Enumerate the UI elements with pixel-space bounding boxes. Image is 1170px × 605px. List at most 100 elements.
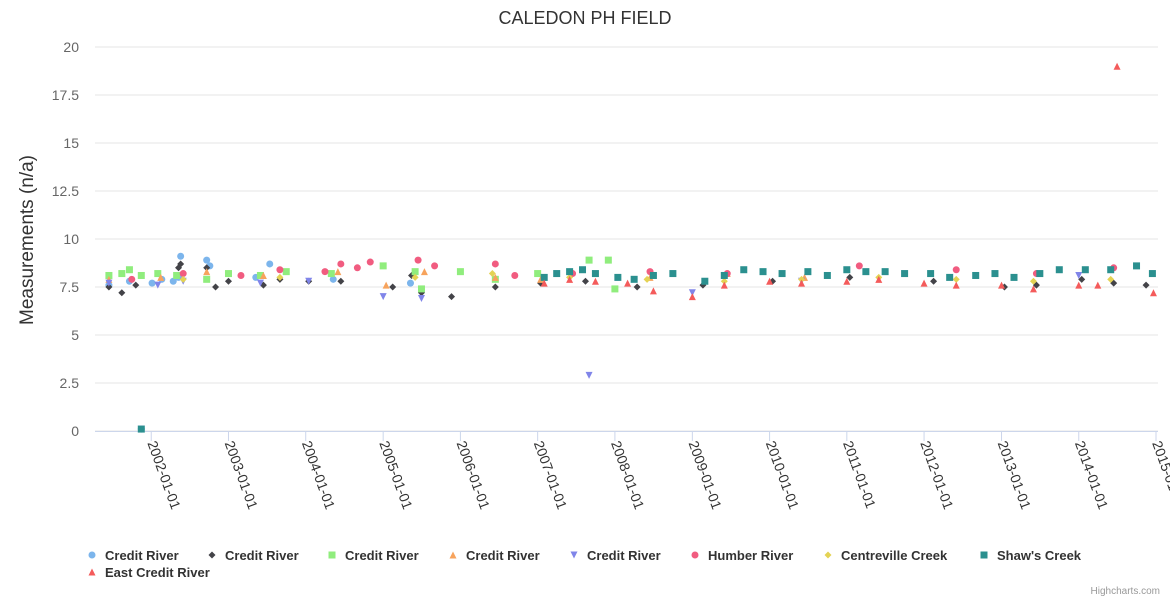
- data-point[interactable]: [720, 271, 728, 279]
- data-point[interactable]: [946, 273, 954, 281]
- data-point[interactable]: [927, 270, 935, 278]
- data-point[interactable]: [224, 277, 232, 285]
- data-point[interactable]: [1113, 62, 1121, 70]
- data-point[interactable]: [1149, 289, 1157, 297]
- data-point[interactable]: [720, 277, 728, 285]
- data-point[interactable]: [1010, 273, 1018, 281]
- data-point[interactable]: [633, 283, 641, 291]
- data-point[interactable]: [148, 279, 156, 287]
- data-point[interactable]: [1148, 270, 1156, 278]
- data-point[interactable]: [256, 279, 264, 287]
- data-point[interactable]: [766, 277, 774, 285]
- data-point[interactable]: [105, 279, 113, 287]
- data-point[interactable]: [881, 268, 889, 276]
- data-point[interactable]: [579, 266, 587, 274]
- data-point[interactable]: [389, 283, 397, 291]
- data-point[interactable]: [611, 285, 619, 293]
- data-point[interactable]: [823, 271, 831, 279]
- data-point[interactable]: [778, 270, 786, 278]
- data-point[interactable]: [282, 268, 290, 276]
- data-point[interactable]: [798, 279, 806, 287]
- data-point[interactable]: [125, 266, 133, 274]
- legend-item[interactable]: Humber River: [691, 548, 794, 563]
- data-point[interactable]: [212, 283, 220, 291]
- data-point[interactable]: [118, 270, 126, 278]
- data-point[interactable]: [379, 262, 387, 270]
- data-point[interactable]: [649, 271, 657, 279]
- legend-item[interactable]: Credit River: [88, 548, 179, 563]
- legend-item[interactable]: Centreville Creek: [824, 548, 948, 563]
- credits-link[interactable]: Highcharts.com: [1091, 586, 1160, 597]
- data-point[interactable]: [456, 268, 464, 276]
- legend-item[interactable]: East Credit River: [88, 565, 210, 580]
- data-point[interactable]: [604, 256, 612, 264]
- data-point[interactable]: [224, 270, 232, 278]
- data-point[interactable]: [353, 264, 361, 272]
- data-point[interactable]: [920, 279, 928, 287]
- data-point[interactable]: [327, 270, 335, 278]
- data-point[interactable]: [843, 266, 851, 274]
- legend-item[interactable]: Shaw's Creek: [980, 548, 1082, 563]
- data-point[interactable]: [585, 256, 593, 264]
- data-point[interactable]: [276, 266, 284, 274]
- data-point[interactable]: [411, 268, 419, 276]
- data-point[interactable]: [1075, 271, 1083, 279]
- data-point[interactable]: [417, 295, 425, 303]
- data-point[interactable]: [624, 279, 632, 287]
- data-point[interactable]: [154, 270, 162, 278]
- data-point[interactable]: [411, 273, 419, 281]
- data-point[interactable]: [105, 283, 113, 291]
- data-point[interactable]: [448, 293, 456, 301]
- data-point[interactable]: [688, 293, 696, 301]
- data-point[interactable]: [688, 289, 696, 297]
- data-point[interactable]: [203, 275, 211, 283]
- data-point[interactable]: [649, 287, 657, 295]
- data-point[interactable]: [720, 281, 728, 289]
- data-point[interactable]: [337, 260, 345, 268]
- data-point[interactable]: [259, 271, 267, 279]
- legend-item[interactable]: Credit River: [449, 548, 540, 563]
- data-point[interactable]: [137, 425, 145, 433]
- data-point[interactable]: [998, 281, 1006, 289]
- data-points[interactable]: [105, 62, 1157, 433]
- data-point[interactable]: [585, 371, 593, 379]
- data-point[interactable]: [420, 268, 428, 276]
- legend-item[interactable]: Credit River: [570, 548, 661, 563]
- data-point[interactable]: [972, 271, 980, 279]
- data-point[interactable]: [105, 271, 113, 279]
- data-point[interactable]: [952, 281, 960, 289]
- data-point[interactable]: [137, 271, 145, 279]
- data-point[interactable]: [154, 281, 162, 289]
- data-point[interactable]: [1107, 266, 1115, 274]
- data-point[interactable]: [553, 270, 561, 278]
- data-point[interactable]: [846, 273, 854, 281]
- data-point[interactable]: [382, 281, 390, 289]
- data-point[interactable]: [566, 275, 574, 283]
- data-point[interactable]: [179, 270, 187, 278]
- data-point[interactable]: [203, 268, 211, 276]
- data-point[interactable]: [701, 277, 709, 285]
- data-point[interactable]: [1081, 266, 1089, 274]
- data-point[interactable]: [276, 273, 284, 281]
- data-point[interactable]: [379, 293, 387, 301]
- data-point[interactable]: [118, 289, 126, 297]
- data-point[interactable]: [203, 256, 211, 264]
- data-point[interactable]: [128, 275, 136, 283]
- data-point[interactable]: [177, 252, 185, 260]
- data-point[interactable]: [491, 283, 499, 291]
- data-point[interactable]: [952, 275, 960, 283]
- data-point[interactable]: [862, 268, 870, 276]
- data-point[interactable]: [1029, 285, 1037, 293]
- data-point[interactable]: [1133, 262, 1141, 270]
- data-point[interactable]: [875, 275, 883, 283]
- data-point[interactable]: [591, 277, 599, 285]
- data-point[interactable]: [1078, 275, 1086, 283]
- data-point[interactable]: [804, 268, 812, 276]
- data-point[interactable]: [581, 277, 589, 285]
- data-point[interactable]: [630, 275, 638, 283]
- data-point[interactable]: [417, 285, 425, 293]
- data-point[interactable]: [157, 273, 165, 281]
- data-point[interactable]: [169, 277, 177, 285]
- data-point[interactable]: [643, 275, 651, 283]
- data-point[interactable]: [1036, 270, 1044, 278]
